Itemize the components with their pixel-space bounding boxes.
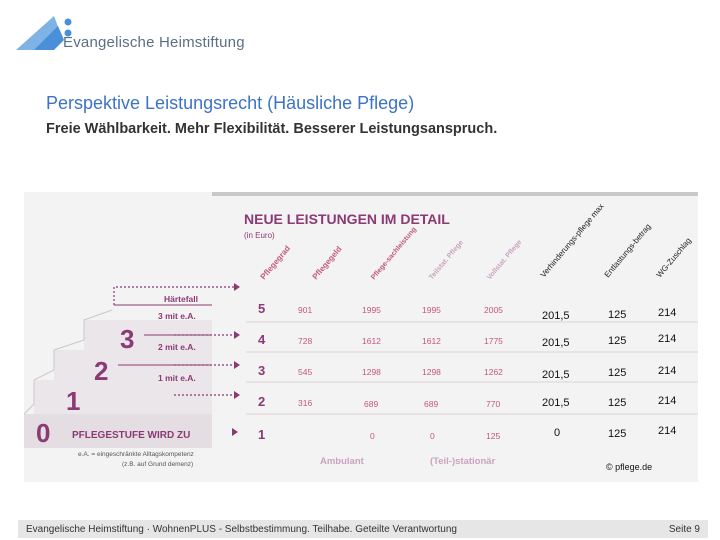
cell-entl: 125 [608, 309, 626, 321]
logo-text: Evangelische Heimstiftung [63, 34, 245, 51]
cell-entl: 125 [608, 428, 626, 440]
cell-verh: 201,5 [542, 337, 570, 349]
cell-geld: 728 [298, 336, 312, 346]
cell-sach: 689 [364, 399, 378, 409]
cell-wg: 214 [658, 333, 676, 345]
footer-text: Evangelische Heimstiftung · WohnenPLUS -… [26, 524, 457, 535]
cell-sach: 0 [370, 431, 375, 441]
cell-teil: 1612 [422, 336, 441, 346]
cell-entl: 125 [608, 397, 626, 409]
cell-voll: 2005 [484, 305, 503, 315]
logo [16, 16, 72, 50]
step-2-number: 2 [94, 356, 108, 386]
cell-wg: 214 [658, 365, 676, 377]
page-title: Perspektive Leistungsrecht (Häusliche Pf… [46, 93, 415, 113]
cell-grad: 4 [258, 332, 266, 347]
graphic-unit: (in Euro) [244, 231, 275, 240]
cell-voll: 770 [486, 399, 500, 409]
cell-teil: 0 [430, 431, 435, 441]
cell-sach: 1298 [362, 367, 381, 377]
label-stationaer: (Teil-)stationär [430, 456, 496, 467]
cell-verh: 201,5 [542, 397, 570, 409]
table-row-3: 3 545 1298 1298 1262 201,5 125 214 [258, 363, 676, 381]
cell-wg: 214 [658, 395, 676, 407]
haertefall-label: Härtefall [164, 294, 198, 304]
cell-sach: 1612 [362, 336, 381, 346]
staircase: 3 2 1 0 Härtefall 3 mit e.A. 2 mit e.A. … [24, 294, 212, 468]
page-number: Seite 9 [668, 524, 700, 535]
cell-geld: 545 [298, 367, 312, 377]
table-row-5: 5 901 1995 1995 2005 201,5 125 214 [258, 301, 676, 322]
graphic-heading: NEUE LEISTUNGEN IM DETAIL [244, 211, 450, 227]
label-ambulant: Ambulant [320, 456, 365, 467]
label-1-ea: 1 mit e.A. [158, 373, 196, 383]
note-demenz: (z.B. auf Grund demenz) [122, 461, 193, 468]
footer-bar [18, 520, 708, 538]
cell-geld: 316 [298, 398, 312, 408]
page-subtitle: Freie Wählbarkeit. Mehr Flexibilität. Be… [46, 121, 498, 137]
cell-verh: 201,5 [542, 310, 570, 322]
cell-voll: 1775 [484, 336, 503, 346]
note-ea: e.A. = eingeschränkte Alltagskompetenz [78, 451, 194, 458]
cell-entl: 125 [608, 335, 626, 347]
cell-wg: 214 [658, 307, 676, 319]
cell-teil: 689 [424, 399, 438, 409]
step-0-number: 0 [36, 418, 50, 448]
table-row-4: 4 728 1612 1612 1775 201,5 125 214 [258, 332, 676, 349]
cell-sach: 1995 [362, 305, 381, 315]
copyright: © pflege.de [606, 462, 652, 472]
cell-verh: 201,5 [542, 369, 570, 381]
cell-wg: 214 [658, 425, 676, 437]
cell-voll: 1262 [484, 367, 503, 377]
step-3-number: 3 [120, 324, 134, 354]
stair-1 [34, 380, 212, 414]
step-1-number: 1 [66, 386, 80, 416]
cell-voll: 125 [486, 431, 500, 441]
cell-verh: 0 [554, 427, 560, 439]
stair-0 [24, 414, 212, 448]
table-row-2: 2 316 689 689 770 201,5 125 214 [258, 394, 676, 409]
cell-grad: 2 [258, 394, 265, 409]
cell-entl: 125 [608, 367, 626, 379]
cell-teil: 1995 [422, 305, 441, 315]
label-pflegestufe: PFLEGESTUFE WIRD ZU [72, 430, 190, 441]
cell-teil: 1298 [422, 367, 441, 377]
table-row-1: 1 0 0 125 0 125 214 [258, 425, 676, 442]
cell-grad: 1 [258, 427, 265, 442]
label-2-ea: 2 mit e.A. [158, 342, 196, 352]
cell-grad: 3 [258, 363, 265, 378]
label-3-ea: 3 mit e.A. [158, 311, 196, 321]
cell-grad: 5 [258, 301, 265, 316]
leistungen-graphic: NEUE LEISTUNGEN IM DETAIL (in Euro) Pfle… [24, 192, 698, 482]
cell-geld: 901 [298, 305, 312, 315]
